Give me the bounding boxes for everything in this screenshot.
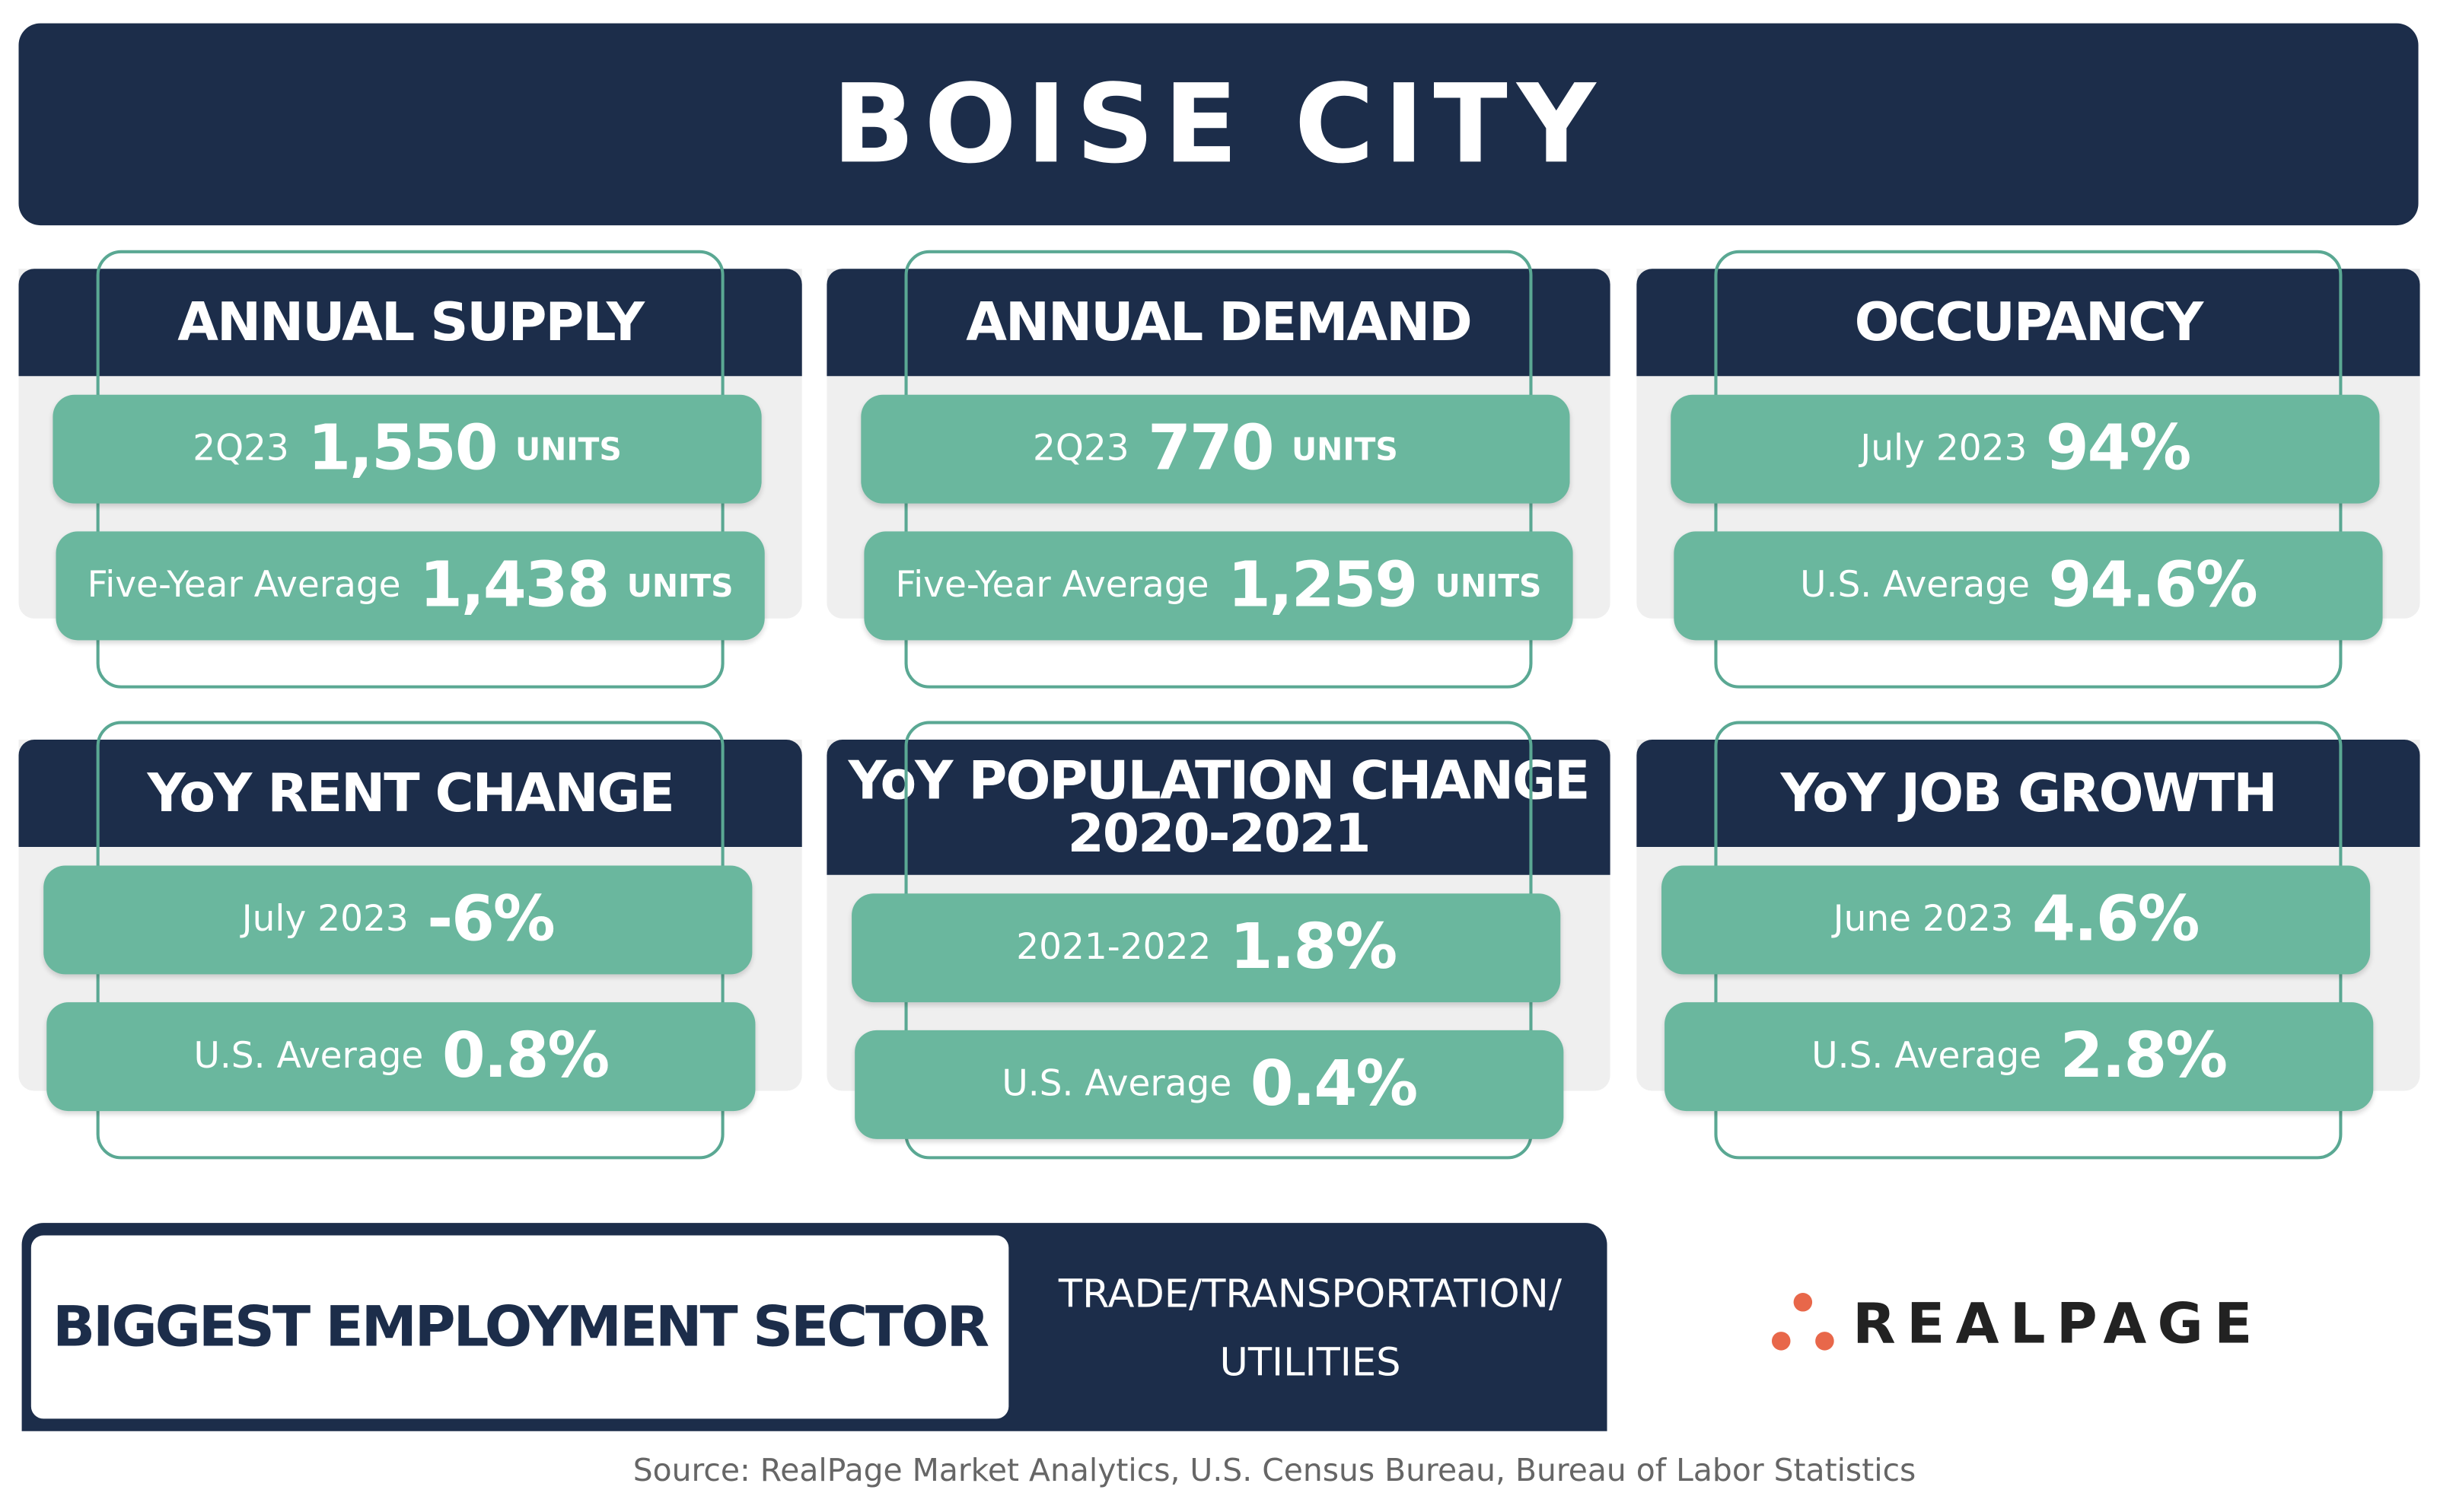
metric-unit: UNITS (1435, 567, 1542, 605)
metric-value: 0.8% (441, 1020, 610, 1093)
metric-pill: July 2023 94% (1671, 394, 2380, 504)
metric-label: June 2023 (1833, 899, 2014, 941)
metric-pill: June 2023 4.6% (1661, 865, 2371, 975)
metric-value: 1,438 (419, 549, 610, 622)
metric-label: Five-Year Average (87, 565, 401, 606)
card-title: OCCUPANCY (1854, 291, 2204, 354)
metric-pill: Five-Year Average 1,259 UNITS (864, 531, 1573, 641)
metric-pill: Five-Year Average 1,438 UNITS (56, 531, 765, 641)
sector-line: UTILITIES (1219, 1339, 1401, 1385)
metric-label: Five-Year Average (895, 565, 1209, 606)
sector-value: TRADE/TRANSPORTATION/ UTILITIES (1013, 1243, 1607, 1415)
source-note: Source: RealPage Market Analytics, U.S. … (632, 1451, 1916, 1489)
card-header: ANNUAL DEMAND (827, 269, 1610, 377)
metric-pill: 2Q23 1,550 UNITS (53, 394, 762, 504)
sector-label: BIGGEST EMPLOYMENT SECTOR (30, 1235, 1009, 1419)
metric-pill: July 2023 -6% (43, 865, 753, 975)
metric-value: 1.8% (1229, 912, 1397, 984)
card-header: OCCUPANCY (1636, 269, 2420, 377)
logo-text: REALPAGE (1852, 1293, 2263, 1357)
metric-unit: UNITS (626, 567, 734, 605)
header-title: BOISE CITY (18, 23, 2419, 226)
metric-label: U.S. Average (1800, 565, 2031, 606)
metric-value: 1,259 (1227, 549, 1418, 622)
metric-unit: UNITS (1292, 430, 1398, 468)
metric-label: 2Q23 (193, 428, 289, 470)
metric-pill: 2021-2022 1.8% (852, 893, 1561, 1003)
card-title: YoY RENT CHANGE (147, 762, 674, 825)
metric-label: U.S. Average (1002, 1064, 1232, 1105)
card-title: ANNUAL SUPPLY (177, 291, 645, 354)
card-title: ANNUAL DEMAND (966, 291, 1472, 354)
metric-pill: 2Q23 770 UNITS (861, 394, 1570, 504)
metric-label: 2Q23 (1032, 428, 1129, 470)
card-header: ANNUAL SUPPLY (18, 269, 802, 377)
card-period: 2020-2021 (1067, 802, 1371, 865)
metric-value: 2.8% (2060, 1020, 2228, 1093)
metric-value: -6% (427, 883, 555, 956)
metric-value: 770 (1148, 413, 1274, 485)
card-header: YoY RENT CHANGE (18, 740, 802, 847)
card-header: YoY POPULATION CHANGE 2020-2021 (827, 740, 1610, 875)
logo-dots (1771, 1293, 1834, 1351)
metric-pill: U.S. Average 94.6% (1674, 531, 2383, 641)
metric-pill: U.S. Average 0.8% (46, 1002, 756, 1112)
metric-value: 0.4% (1250, 1049, 1418, 1121)
metric-value: 94.6% (2048, 549, 2258, 622)
metric-value: 4.6% (2032, 883, 2200, 956)
metric-label: July 2023 (241, 899, 409, 941)
metric-label: U.S. Average (193, 1036, 424, 1077)
metric-value: 1,550 (307, 413, 498, 485)
card-title: YoY JOB GROWTH (1780, 762, 2277, 825)
metric-label: 2021-2022 (1016, 928, 1212, 969)
metric-label: July 2023 (1860, 428, 2028, 470)
metric-label: U.S. Average (1811, 1036, 2042, 1077)
sector-line: TRADE/TRANSPORTATION/ (1058, 1271, 1563, 1316)
card-header: YoY JOB GROWTH (1636, 740, 2420, 847)
metric-unit: UNITS (515, 430, 622, 468)
metric-pill: U.S. Average 0.4% (855, 1030, 1564, 1139)
metric-value: 94% (2045, 413, 2191, 485)
card-title: YoY POPULATION CHANGE (848, 750, 1591, 812)
metric-pill: U.S. Average 2.8% (1664, 1002, 2374, 1112)
